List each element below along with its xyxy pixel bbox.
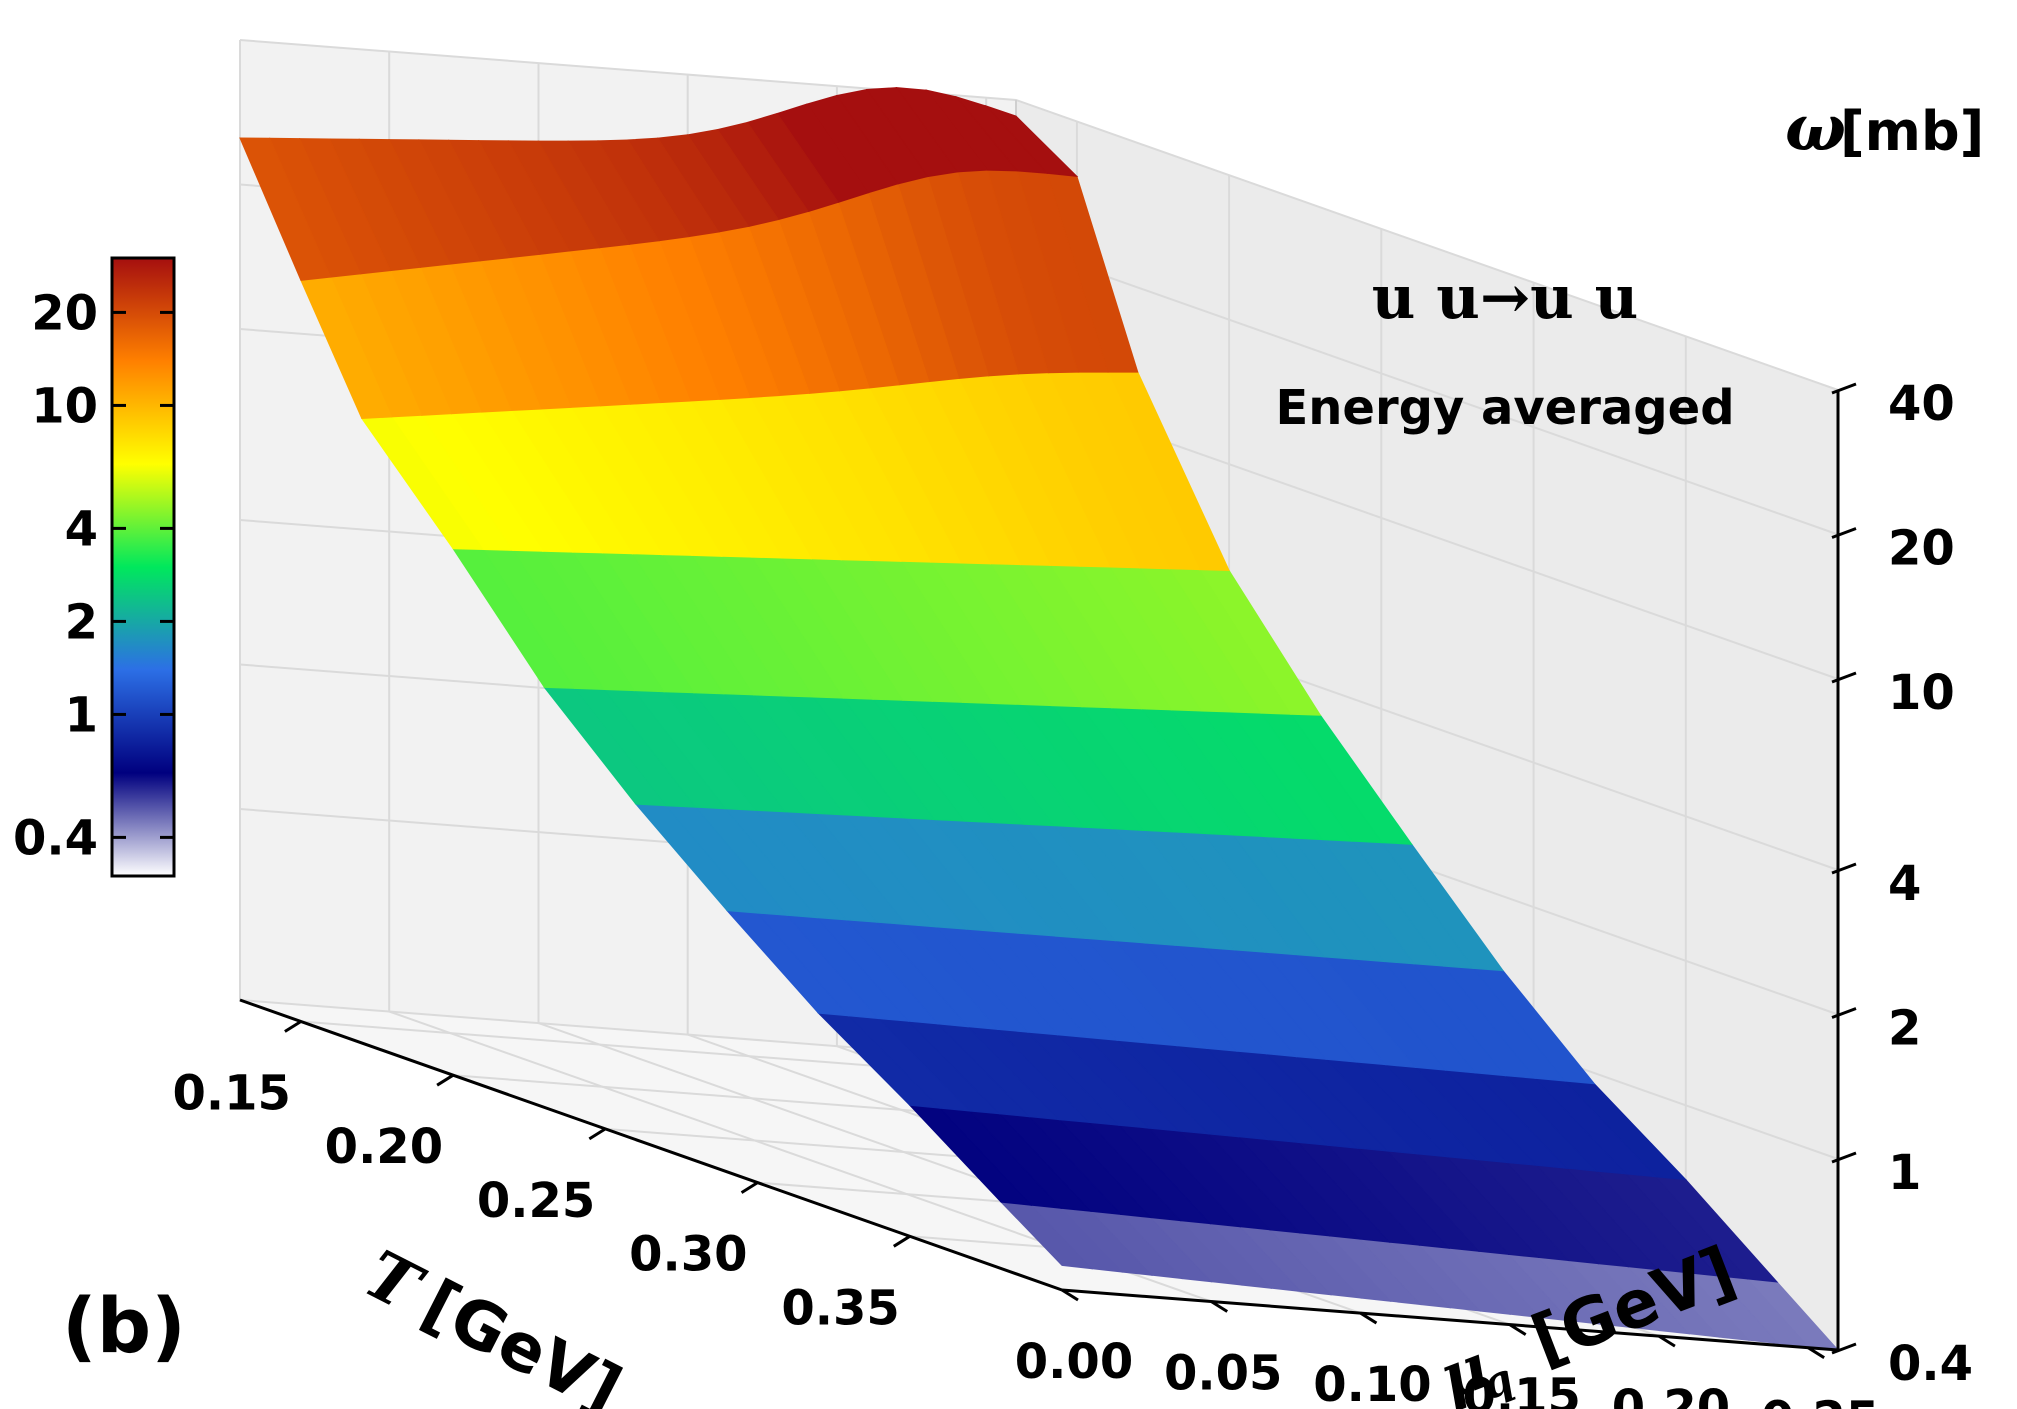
colorbar-tick-label: 4 xyxy=(65,501,98,557)
mu-tick-mark xyxy=(1658,1334,1676,1348)
omega-tick-mark xyxy=(1831,1007,1857,1019)
mu-tick-mark xyxy=(1359,1311,1378,1325)
mu-tick-label: 0.10 xyxy=(1313,1357,1431,1409)
mu-tick-mark xyxy=(1061,1288,1079,1302)
z-axis-label-unit: [mb] xyxy=(1840,100,1984,163)
omega-tick-mark xyxy=(1831,671,1857,684)
colorbar-tick-label: 10 xyxy=(31,378,98,434)
omega-tick-label: 40 xyxy=(1888,376,1955,432)
t-tick-label: 0.15 xyxy=(172,1065,290,1121)
mu-tick-mark xyxy=(1807,1346,1825,1359)
t-tick-label: 0.25 xyxy=(477,1173,595,1229)
t-tick-mark xyxy=(284,1020,302,1033)
mu-tick-mark xyxy=(1210,1300,1229,1313)
mu-tick-label: 0.05 xyxy=(1164,1346,1282,1402)
t-tick-label: 0.30 xyxy=(629,1227,747,1283)
chart-title: u u→u u xyxy=(1372,263,1639,333)
mu-axis-ticks: 0.00 0.05 0.10 0.15 0.20 0.25 xyxy=(1015,1288,1879,1409)
surface-plot xyxy=(239,87,1840,1351)
t-tick-mark xyxy=(740,1181,759,1194)
z-axis-label-symbol: ω xyxy=(1785,91,1846,166)
omega-tick-label: 1 xyxy=(1888,1145,1921,1201)
omega-tick-label: 20 xyxy=(1888,520,1955,576)
t-tick-mark xyxy=(588,1127,607,1141)
colorbar-tick-label: 1 xyxy=(65,687,98,743)
omega-tick-mark xyxy=(1831,1151,1857,1164)
omega-tick-label: 10 xyxy=(1888,665,1955,721)
colorbar: 0.4 1 2 4 10 20 xyxy=(13,256,176,878)
omega-tick-mark xyxy=(1831,382,1857,395)
mu-tick-label: 0.25 xyxy=(1761,1392,1879,1409)
t-tick-label: 0.20 xyxy=(325,1119,443,1175)
omega-tick-mark xyxy=(1831,862,1857,875)
omega-tick-label: 0.4 xyxy=(1888,1336,1973,1392)
surface-patch xyxy=(239,137,332,281)
mu-tick-mark xyxy=(1508,1323,1527,1336)
panel-label: (b) xyxy=(62,1281,186,1370)
colorbar-tick-label: 0.4 xyxy=(13,810,98,866)
omega-tick-mark xyxy=(1831,527,1857,539)
mu-tick-label: 0.15 xyxy=(1462,1369,1580,1409)
chart-subtitle: Energy averaged xyxy=(1275,380,1734,436)
mu-axis-line xyxy=(1061,1288,1839,1352)
omega-tick-label: 4 xyxy=(1888,856,1921,912)
mu-tick-label: 0.00 xyxy=(1015,1334,1133,1390)
omega-axis-ticks: 0.4 1 2 4 10 20 40 xyxy=(1831,376,1973,1392)
mu-tick-label: 0.20 xyxy=(1612,1380,1730,1409)
colorbar-tick-label: 2 xyxy=(65,594,98,650)
t-axis-line xyxy=(239,998,1063,1292)
t-tick-mark xyxy=(892,1235,911,1248)
t-tick-mark xyxy=(436,1073,454,1087)
omega-tick-mark xyxy=(1831,1342,1857,1355)
x-axis-label-unit: [GeV] xyxy=(411,1265,633,1409)
omega-tick-label: 2 xyxy=(1888,1000,1921,1056)
t-axis-ticks: 0.15 0.20 0.25 0.30 0.35 xyxy=(172,1020,911,1336)
colorbar-tick-label: 20 xyxy=(31,285,98,341)
colorbar-bar xyxy=(110,256,176,878)
t-tick-label: 0.35 xyxy=(781,1280,899,1336)
